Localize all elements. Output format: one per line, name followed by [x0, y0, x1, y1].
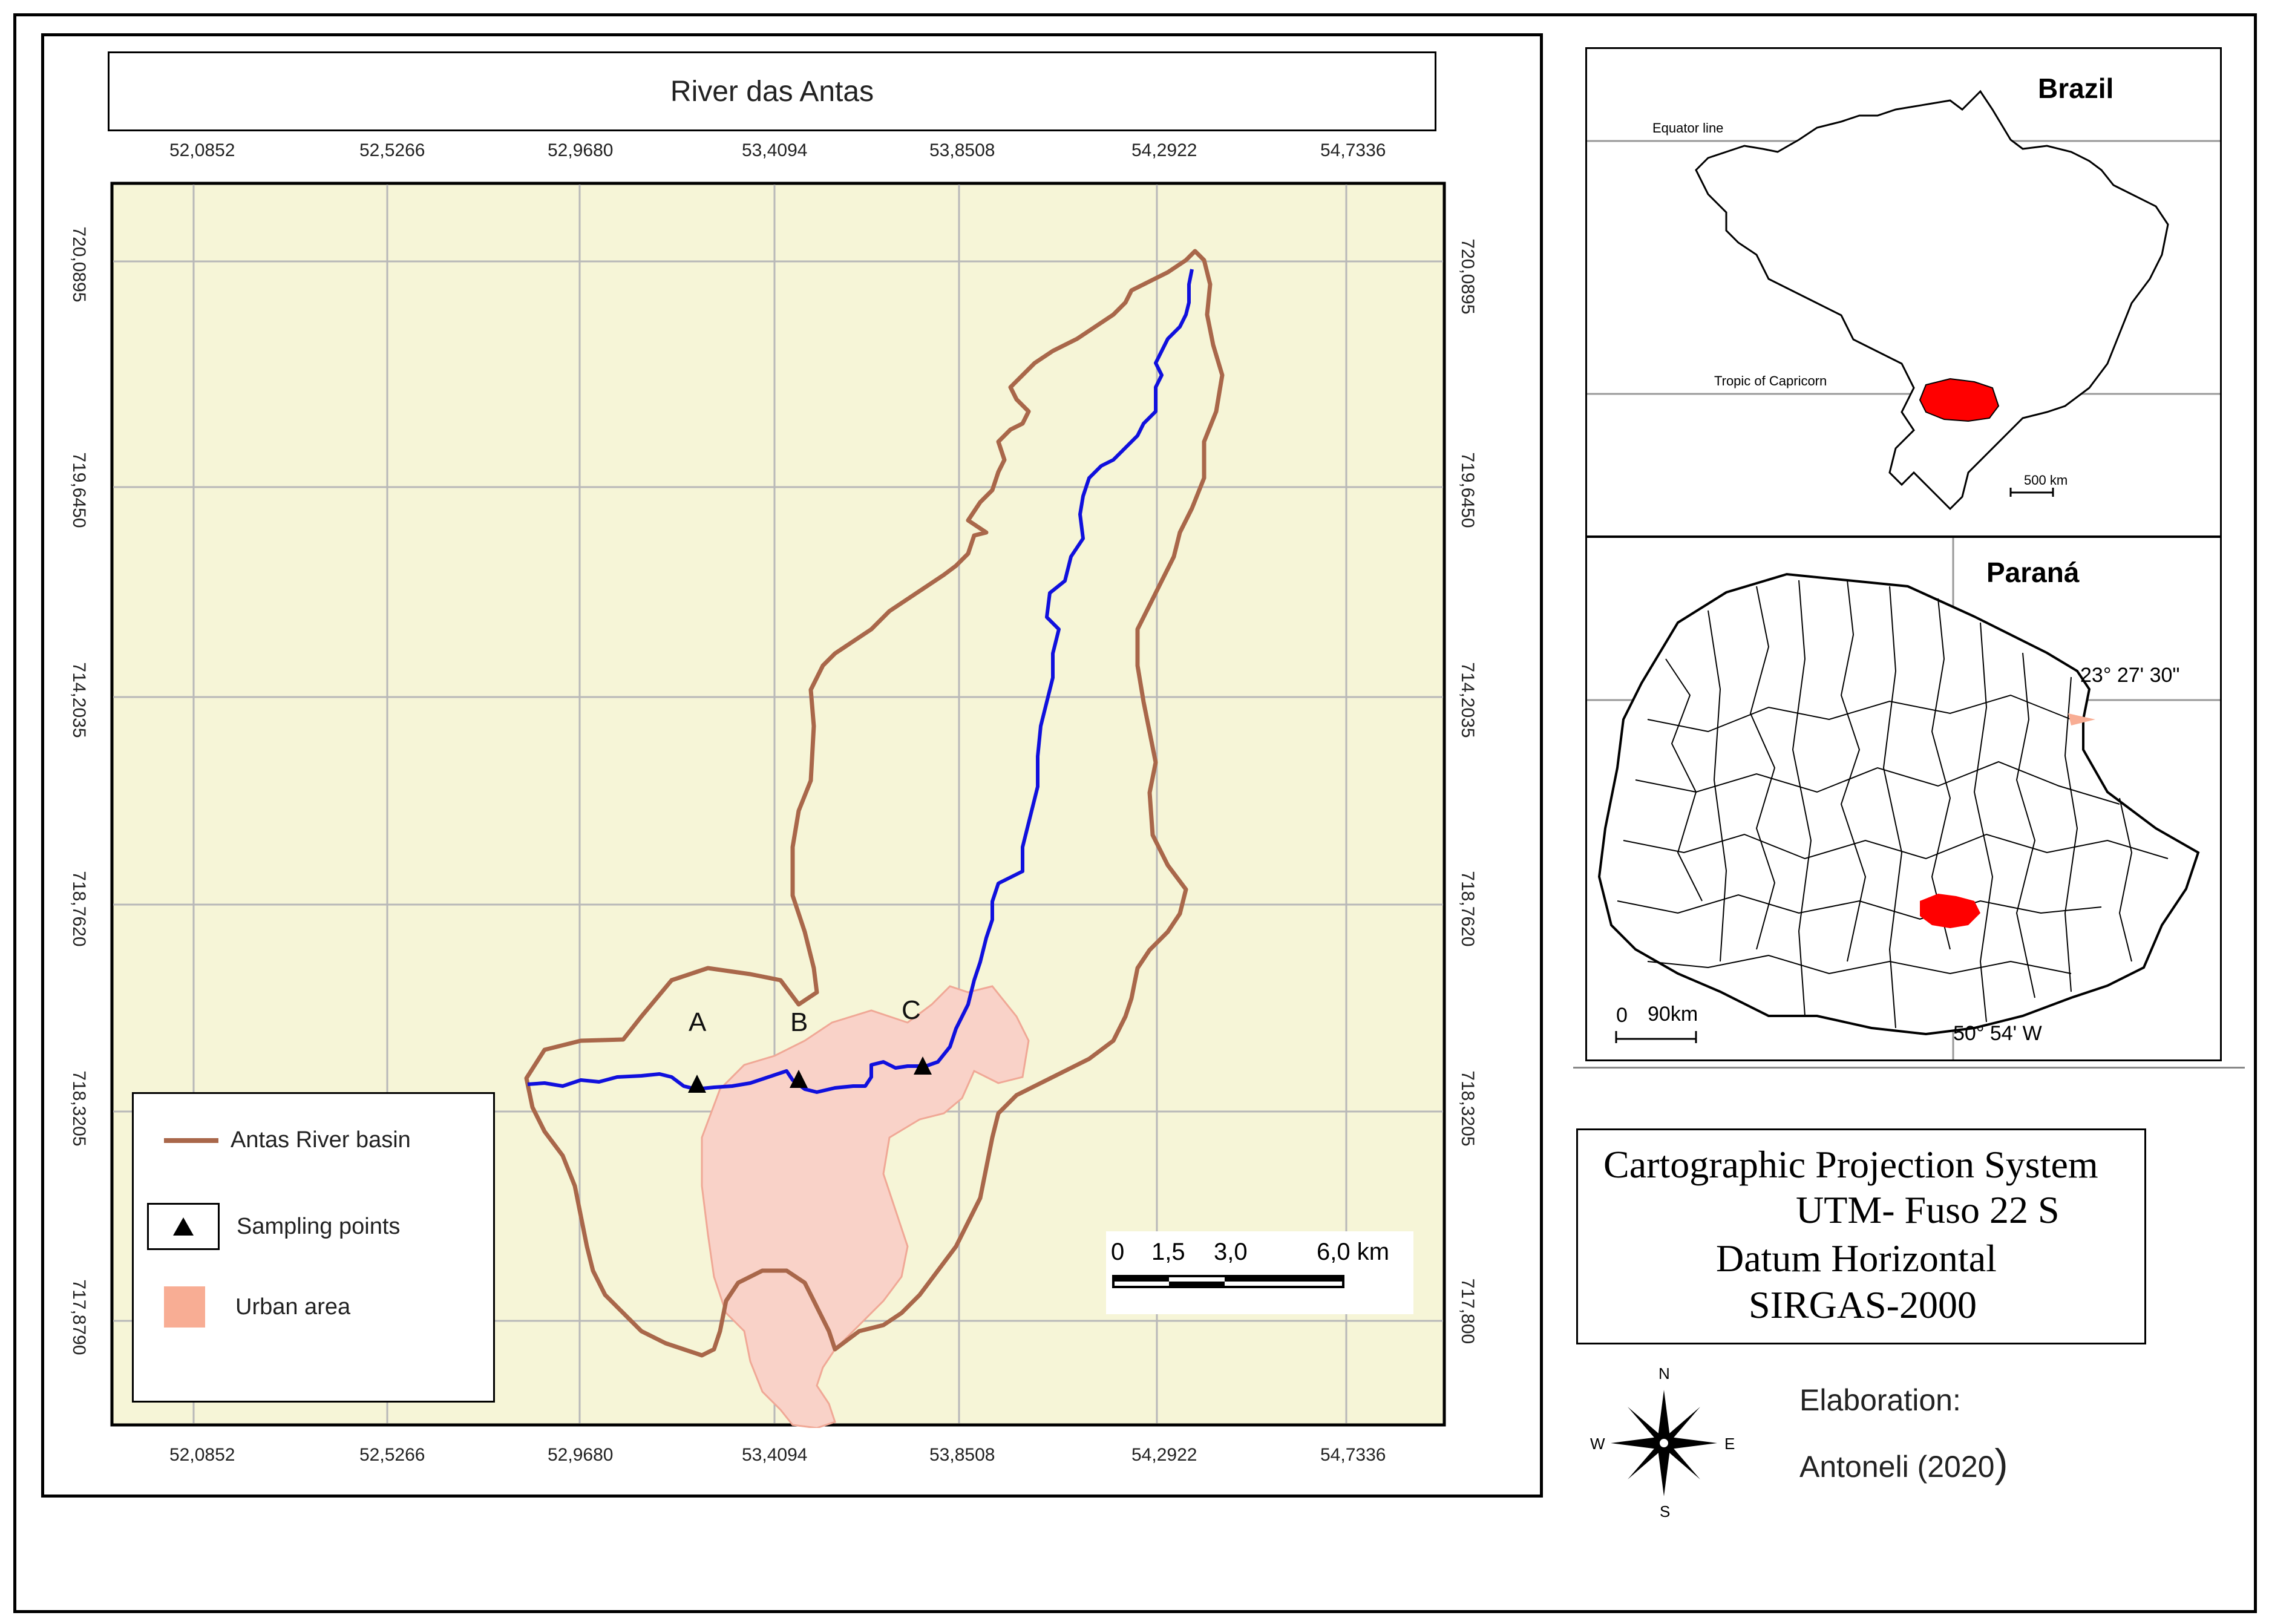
- urban-area: [701, 985, 1030, 1428]
- parana-lat-label: 23° 27' 30": [2080, 664, 2180, 687]
- sampling-label-c: C: [902, 995, 921, 1025]
- brazil-title: Brazil: [2038, 73, 2114, 104]
- legend: Antas River basin Sampling points Urban …: [132, 1092, 495, 1403]
- parana-lon-label: 50° 54' W: [1953, 1022, 2042, 1045]
- y-tick-right: 719,6450: [1458, 452, 1478, 528]
- equator-label: Equator line: [1652, 120, 1724, 136]
- compass-n: N: [1658, 1364, 1670, 1383]
- sampling-point-c: [914, 1056, 932, 1075]
- sampling-label-b: B: [790, 1007, 808, 1037]
- separator: [1573, 1067, 2245, 1069]
- x-tick-bottom: 52,5266: [359, 1445, 425, 1465]
- x-tick-top: 52,5266: [359, 140, 425, 160]
- compass-w: W: [1590, 1435, 1605, 1453]
- legend-item-sampling: Sampling points: [147, 1203, 400, 1250]
- y-tick-right: 714,2035: [1458, 662, 1478, 738]
- projection-box: Cartographic Projection System UTM- Fuso…: [1576, 1128, 2146, 1344]
- author-name: Antoneli (2020: [1799, 1450, 1995, 1484]
- x-tick-top: 52,0852: [169, 140, 235, 160]
- main-map-panel: [41, 33, 1543, 1498]
- municipality-lines: [1617, 580, 2169, 1029]
- outer-frame: [13, 13, 2257, 1613]
- sampling-label-a: A: [689, 1007, 707, 1037]
- map-title: River das Antas: [670, 75, 874, 108]
- x-tick-top: 53,8508: [929, 140, 995, 160]
- sampling-point-a: [688, 1075, 706, 1093]
- y-tick-right: 717,800: [1458, 1278, 1478, 1344]
- x-tick-bottom: 53,8508: [929, 1445, 995, 1465]
- projection-line-2: UTM- Fuso 22 S: [1796, 1188, 2060, 1231]
- compass-rose-icon: N S W E: [1590, 1364, 1735, 1521]
- tropic-label: Tropic of Capricorn: [1714, 373, 1827, 388]
- y-tick-left: 719,6450: [69, 452, 89, 528]
- brazil-outline: [1695, 90, 2169, 511]
- parana-study-area: [1920, 894, 1980, 928]
- compass-e: E: [1724, 1435, 1735, 1453]
- y-tick-left: 718,3205: [69, 1070, 89, 1147]
- x-tick-top: 54,7336: [1320, 140, 1386, 160]
- parana-map: [1587, 538, 2220, 1059]
- x-tick-top: 52,9680: [548, 140, 614, 160]
- y-tick-left: 714,2035: [69, 662, 89, 738]
- x-tick-bottom: 53,4094: [742, 1445, 808, 1465]
- elaboration-label: Elaboration:: [1799, 1383, 1961, 1417]
- projection-line-4: SIRGAS-2000: [1749, 1283, 1977, 1326]
- x-tick-bottom: 54,2922: [1131, 1445, 1197, 1465]
- y-tick-right: 718,7620: [1458, 871, 1478, 947]
- parana-small-marker: [2068, 713, 2095, 725]
- sampling-point-b: [790, 1070, 808, 1088]
- projection-line-1: Cartographic Projection System: [1603, 1143, 2098, 1186]
- x-tick-bottom: 52,0852: [169, 1445, 235, 1465]
- urban-patch-icon: [164, 1286, 205, 1328]
- parana-title: Paraná: [1986, 557, 2080, 588]
- y-tick-left: 718,7620: [69, 871, 89, 947]
- legend-label: Urban area: [235, 1294, 351, 1320]
- x-tick-bottom: 52,9680: [548, 1445, 614, 1465]
- scale-label: 0: [1111, 1239, 1125, 1265]
- triangle-icon: [147, 1203, 220, 1250]
- inset-parana: Paraná 23° 27' 30" 50° 54' W 0 90km: [1585, 536, 2222, 1061]
- scale-bar: 0 1,5 3,0 6,0 km: [1106, 1231, 1413, 1314]
- legend-item-urban: Urban area: [164, 1286, 350, 1328]
- scale-label: 6,0 km: [1317, 1239, 1390, 1265]
- inset-brazil: Brazil Equator line Tropic of Capricorn …: [1585, 47, 2222, 537]
- compass-s: S: [1660, 1502, 1671, 1521]
- basin-line-icon: [164, 1138, 218, 1143]
- credits-author: Antoneli (2020): [1799, 1440, 2008, 1486]
- parana-scale-zero: 0: [1616, 1004, 1628, 1027]
- author-closing: ): [1994, 1441, 2008, 1485]
- scale-label: 3,0: [1214, 1239, 1248, 1265]
- x-tick-bottom: 54,7336: [1320, 1445, 1386, 1465]
- antas-river-basin: [524, 249, 1225, 1358]
- x-tick-top: 54,2922: [1131, 140, 1197, 160]
- river-das-antas: [527, 269, 1194, 1094]
- projection-line-3: Datum Horizontal: [1716, 1237, 1997, 1280]
- sampling-points: [688, 1056, 932, 1093]
- scale-bar-graphic: [1112, 1275, 1344, 1288]
- parana-outline: [1597, 572, 2200, 1036]
- y-tick-left: 717,8790: [69, 1279, 89, 1355]
- parana-highlight: [1919, 378, 2000, 422]
- parana-scale-label: 90km: [1648, 1003, 1698, 1026]
- y-tick-right: 720,0895: [1458, 238, 1478, 315]
- y-tick-left: 720,0895: [69, 226, 89, 303]
- brazil-map: [1587, 90, 2220, 511]
- legend-label: Antas River basin: [231, 1127, 411, 1153]
- map-title-box: River das Antas: [108, 51, 1436, 131]
- x-tick-top: 53,4094: [742, 140, 808, 160]
- legend-item-basin: Antas River basin: [164, 1127, 411, 1153]
- brazil-scale-label: 500 km: [2024, 473, 2068, 488]
- scale-label: 1,5: [1151, 1239, 1185, 1265]
- y-tick-right: 718,3205: [1458, 1070, 1478, 1147]
- legend-label: Sampling points: [237, 1213, 401, 1239]
